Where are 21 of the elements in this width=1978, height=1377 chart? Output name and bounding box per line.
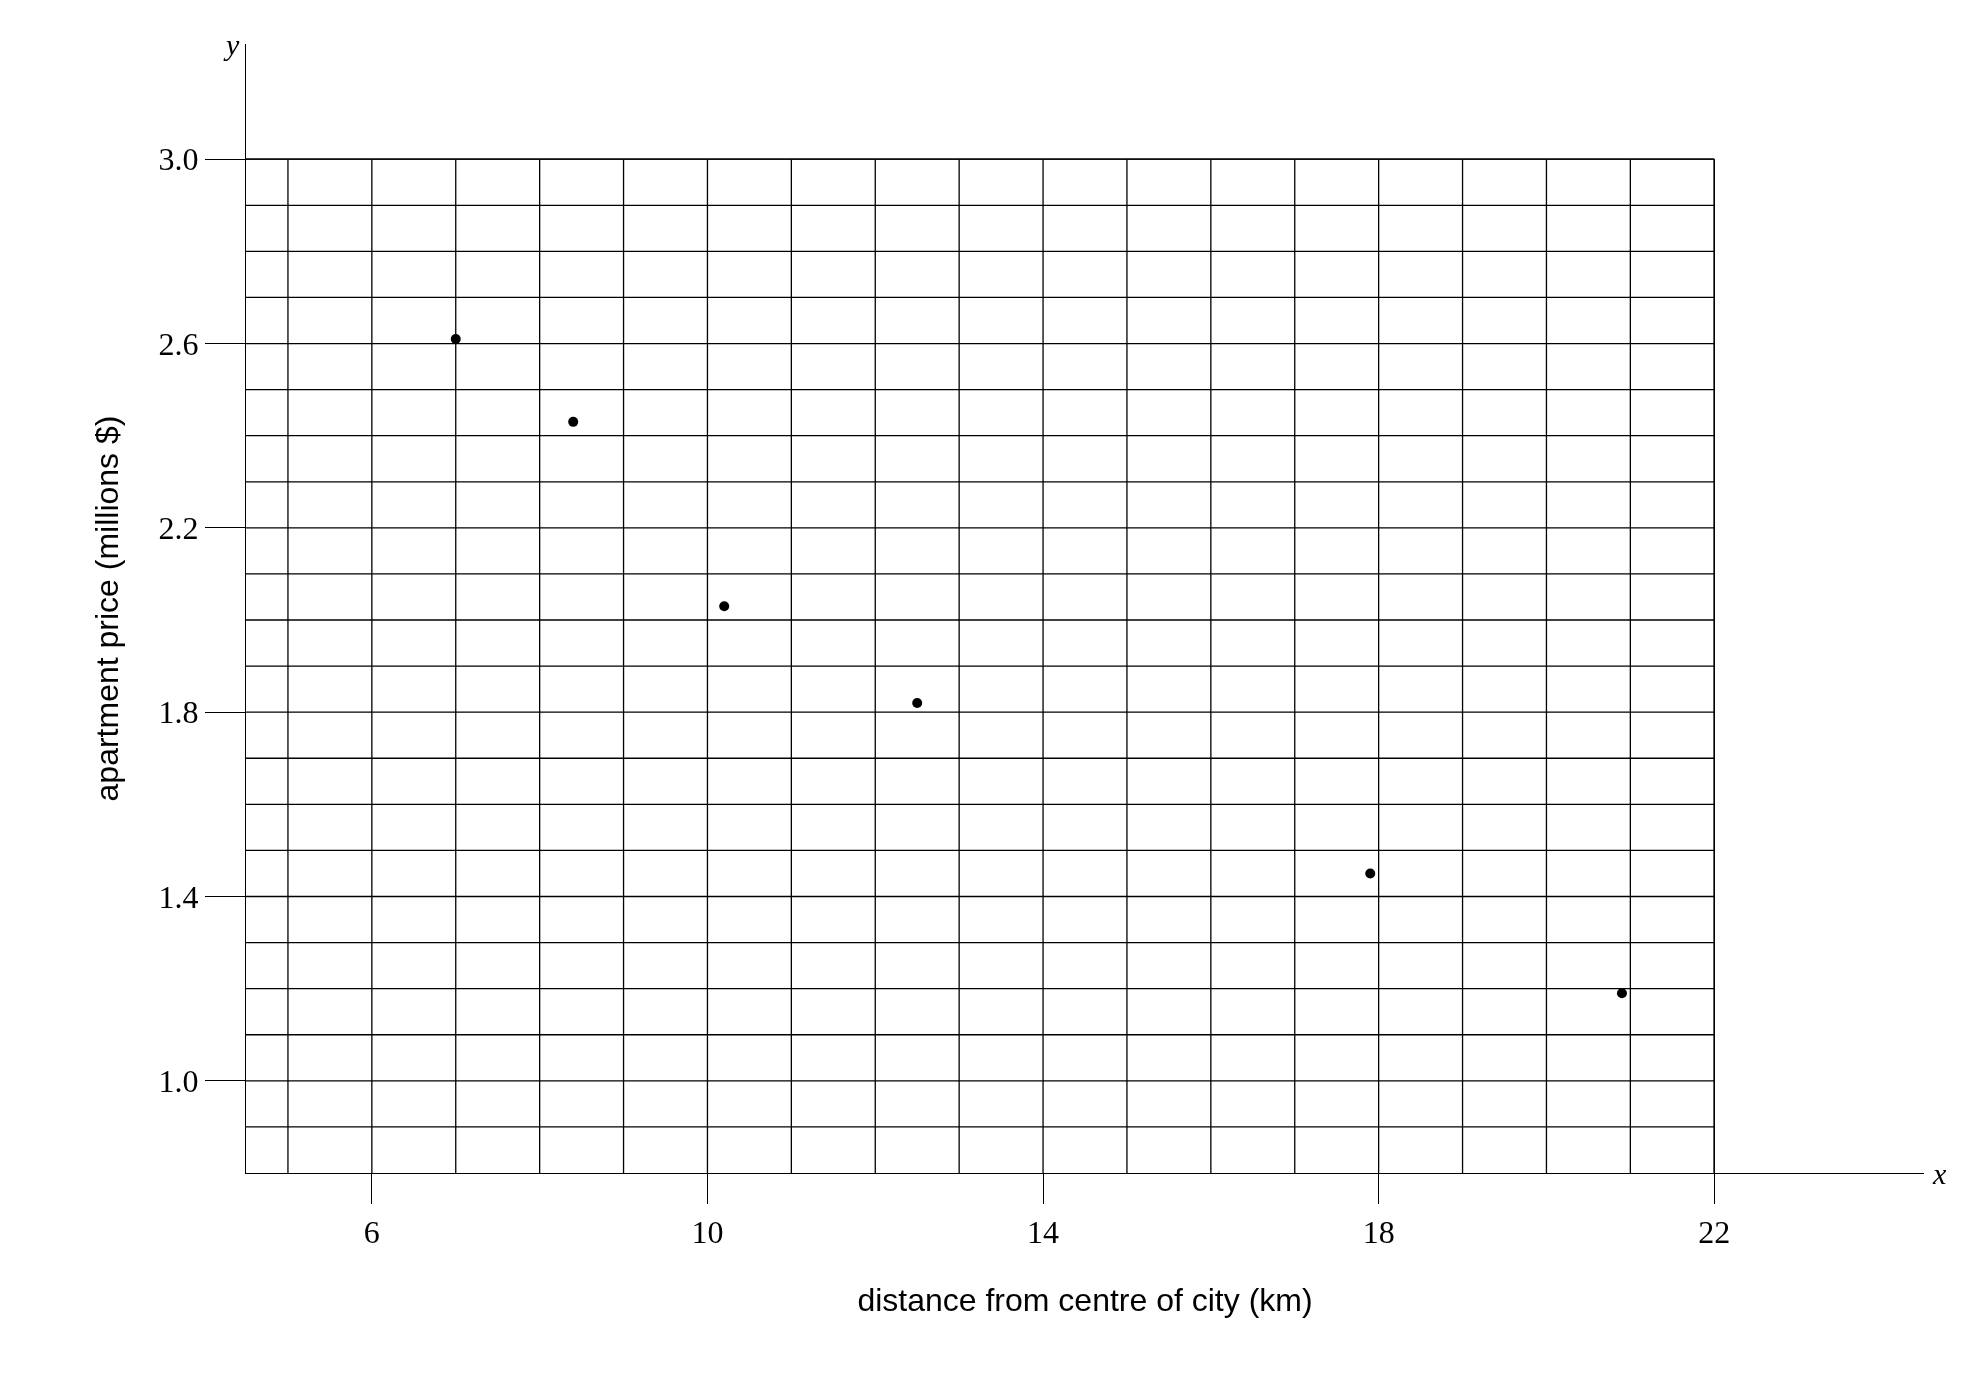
y-tick-label: 2.2 <box>158 510 199 547</box>
point <box>719 601 730 612</box>
point <box>912 697 923 708</box>
x-tick-label: 18 <box>1362 1213 1395 1250</box>
y-tick-label: 1.4 <box>158 878 199 915</box>
text: y <box>223 28 240 61</box>
text: x <box>1932 1157 1947 1190</box>
y-tick-label: 1.0 <box>158 1063 199 1100</box>
x-axis-title: distance from centre of city (km) <box>857 1282 1313 1319</box>
y-axis-title: apartment price (millions $) <box>88 415 125 802</box>
y-tick-label: 1.8 <box>158 694 199 731</box>
x-tick-label: 6 <box>363 1213 380 1250</box>
point <box>1616 988 1627 999</box>
y-tick-label: 3.0 <box>158 141 199 178</box>
y-tick-label: 2.6 <box>158 325 199 362</box>
point <box>568 416 579 427</box>
x-tick-label: 22 <box>1698 1213 1731 1250</box>
x-tick-label: 10 <box>691 1213 724 1250</box>
point <box>450 333 461 344</box>
x-tick-label: 14 <box>1027 1213 1060 1250</box>
point <box>1365 868 1376 879</box>
